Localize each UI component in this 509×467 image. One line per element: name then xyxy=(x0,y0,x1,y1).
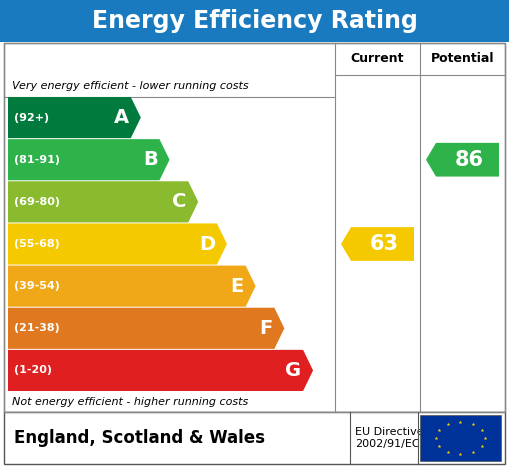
Polygon shape xyxy=(8,139,169,180)
Text: (39-54): (39-54) xyxy=(14,281,60,291)
Text: (21-38): (21-38) xyxy=(14,323,60,333)
Polygon shape xyxy=(341,227,414,261)
Text: B: B xyxy=(143,150,157,169)
Polygon shape xyxy=(8,308,285,349)
Text: (55-68): (55-68) xyxy=(14,239,60,249)
Text: Not energy efficient - higher running costs: Not energy efficient - higher running co… xyxy=(12,397,248,407)
Text: 86: 86 xyxy=(455,150,484,170)
Text: A: A xyxy=(114,108,129,127)
Text: Energy Efficiency Rating: Energy Efficiency Rating xyxy=(92,9,417,33)
Text: Potential: Potential xyxy=(431,52,494,65)
Polygon shape xyxy=(8,181,198,222)
Text: England, Scotland & Wales: England, Scotland & Wales xyxy=(14,429,265,447)
Polygon shape xyxy=(8,266,256,307)
Text: C: C xyxy=(172,192,186,212)
Text: F: F xyxy=(259,319,272,338)
Text: Very energy efficient - lower running costs: Very energy efficient - lower running co… xyxy=(12,81,248,91)
Text: (92+): (92+) xyxy=(14,113,49,122)
Text: 63: 63 xyxy=(370,234,399,254)
Polygon shape xyxy=(8,350,313,391)
Text: G: G xyxy=(285,361,301,380)
Bar xyxy=(4,412,505,464)
Polygon shape xyxy=(8,97,141,138)
Bar xyxy=(0,0,509,42)
Bar xyxy=(420,415,501,461)
Text: E: E xyxy=(231,276,244,296)
Text: (69-80): (69-80) xyxy=(14,197,60,207)
Text: (81-91): (81-91) xyxy=(14,155,60,165)
Text: D: D xyxy=(199,234,215,254)
Polygon shape xyxy=(8,223,227,265)
Polygon shape xyxy=(426,143,499,177)
Text: EU Directive
2002/91/EC: EU Directive 2002/91/EC xyxy=(355,427,423,449)
Text: Current: Current xyxy=(351,52,404,65)
Text: (1-20): (1-20) xyxy=(14,366,52,375)
Bar xyxy=(4,43,505,412)
